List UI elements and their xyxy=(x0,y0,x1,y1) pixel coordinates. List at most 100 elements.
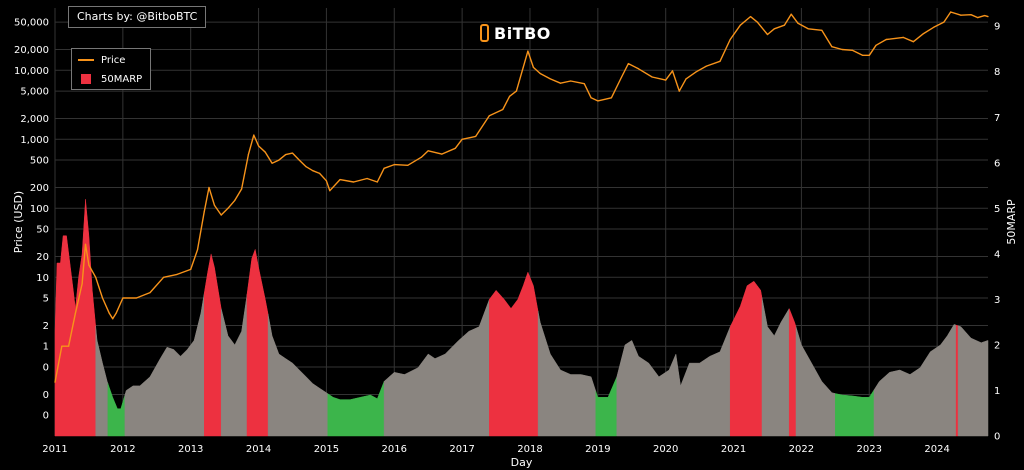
marp-band-high xyxy=(54,199,96,437)
price-point xyxy=(671,70,674,72)
x-tick-label: 2011 xyxy=(42,444,67,455)
x-tick-label: 2013 xyxy=(178,444,203,455)
x-axis-label: Day xyxy=(511,456,533,469)
price-point xyxy=(739,24,741,26)
price-point xyxy=(305,166,307,168)
price-point xyxy=(383,167,385,169)
price-point xyxy=(627,63,630,65)
x-tick-label: 2016 xyxy=(382,444,407,455)
x-tick-label: 2023 xyxy=(857,444,882,455)
price-point xyxy=(766,33,769,36)
x-tick-label: 2012 xyxy=(110,444,135,455)
x-tick-label: 2024 xyxy=(924,444,949,455)
price-point xyxy=(95,276,97,278)
y-tick-label: 100 xyxy=(30,204,49,215)
y2-tick-label: 7 xyxy=(994,113,1000,124)
price-point xyxy=(376,181,378,183)
price-point xyxy=(312,170,314,172)
price-point xyxy=(984,15,986,17)
price-point xyxy=(208,186,210,189)
price-point xyxy=(115,312,117,314)
x-tick-label: 2014 xyxy=(246,444,271,455)
price-point xyxy=(366,177,368,180)
marp-band-mid xyxy=(873,324,957,437)
legend-label-50marp: 50MARP xyxy=(101,73,143,85)
legend-label-price: Price xyxy=(101,54,126,66)
y-tick-label: 5,000 xyxy=(20,87,49,98)
x-tick-label: 2021 xyxy=(721,444,746,455)
price-point xyxy=(851,49,853,51)
price-point xyxy=(665,79,667,81)
y2-tick-label: 8 xyxy=(994,67,1000,78)
price-point xyxy=(597,100,599,102)
price-point xyxy=(621,76,623,78)
price-point xyxy=(441,153,443,155)
price-point xyxy=(783,24,786,26)
price-point xyxy=(278,159,280,161)
price-point xyxy=(695,71,697,73)
y-tick-label: 1 xyxy=(43,342,49,353)
price-point xyxy=(559,82,562,84)
brand-name: BiTBO xyxy=(494,23,551,43)
y-tick-label: 20,000 xyxy=(14,45,49,56)
price-point xyxy=(515,90,518,92)
price-point xyxy=(475,135,477,137)
price-point xyxy=(977,17,979,19)
legend-item-50marp[interactable]: 50MARP xyxy=(72,71,150,87)
price-point xyxy=(583,83,585,85)
price-point xyxy=(253,134,255,136)
marp-area xyxy=(54,199,989,437)
price-line xyxy=(54,11,989,383)
price-point xyxy=(325,180,327,182)
price-point xyxy=(527,50,529,52)
price-point xyxy=(247,154,249,156)
y2-tick-label: 4 xyxy=(994,249,1000,260)
price-point xyxy=(353,181,355,183)
y-tick-label: 2 xyxy=(43,321,49,332)
price-point xyxy=(241,188,243,190)
price-point xyxy=(427,150,429,152)
marp-band-mid xyxy=(616,326,731,437)
price-point xyxy=(101,297,104,299)
price-swatch xyxy=(78,59,94,61)
price-point xyxy=(502,108,504,111)
price-point xyxy=(651,76,653,78)
price-point xyxy=(122,297,124,299)
price-point xyxy=(420,156,422,158)
y-tick-label: 0 xyxy=(43,411,49,422)
price-point xyxy=(885,38,887,41)
y-tick-label: 50 xyxy=(36,225,49,236)
price-point xyxy=(196,249,199,251)
marp-band-mid xyxy=(957,325,989,437)
price-point xyxy=(729,38,731,41)
price-point xyxy=(163,276,165,278)
y-tick-label: 10,000 xyxy=(14,66,49,77)
price-point xyxy=(522,66,524,68)
marp-band-high xyxy=(788,308,797,437)
y2-tick-label: 6 xyxy=(994,158,1000,169)
price-point xyxy=(227,207,229,209)
price-point xyxy=(685,78,687,80)
y-axis-label: Price (USD) xyxy=(12,191,25,253)
marp-band-mid xyxy=(124,292,205,437)
marp-band-high xyxy=(955,324,959,437)
y-tick-label: 20 xyxy=(36,252,49,263)
y2-axis-label: 50MARP xyxy=(1005,199,1018,245)
x-tick-label: 2015 xyxy=(314,444,339,455)
y-tick-label: 500 xyxy=(30,156,49,167)
price-point xyxy=(756,21,758,23)
price-point xyxy=(393,164,395,166)
price-line-group xyxy=(54,11,989,383)
chart-legend: Price 50MARP xyxy=(71,48,151,90)
price-point xyxy=(74,312,76,314)
y2-tick-label: 0 xyxy=(994,432,1000,443)
price-point xyxy=(509,95,511,97)
y-tick-label: 2,000 xyxy=(20,114,49,125)
price-point xyxy=(271,162,273,164)
price-point xyxy=(135,297,137,299)
legend-item-price[interactable]: Price xyxy=(72,52,150,68)
price-point xyxy=(461,138,463,140)
price-point xyxy=(950,11,952,13)
x-tick-label: 2022 xyxy=(789,444,814,455)
y-tick-label: 5 xyxy=(43,294,49,305)
